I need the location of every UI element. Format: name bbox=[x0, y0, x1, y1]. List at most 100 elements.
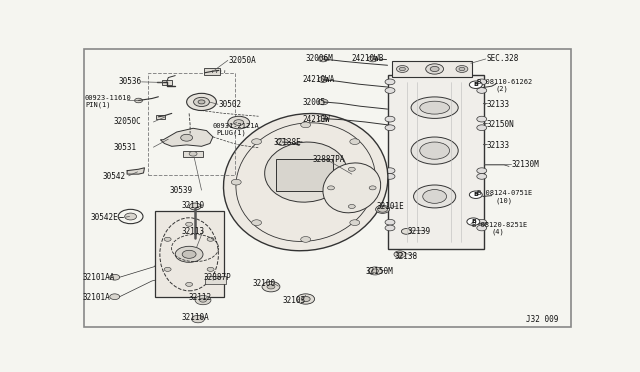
Text: 32130M: 32130M bbox=[511, 160, 540, 169]
Circle shape bbox=[164, 237, 171, 241]
Circle shape bbox=[477, 219, 487, 225]
Circle shape bbox=[191, 315, 205, 323]
Circle shape bbox=[385, 168, 395, 173]
Text: 32138E: 32138E bbox=[273, 138, 301, 147]
Text: 32101E: 32101E bbox=[376, 202, 404, 211]
Circle shape bbox=[110, 294, 120, 299]
Ellipse shape bbox=[376, 205, 390, 214]
Text: 32133: 32133 bbox=[486, 100, 510, 109]
Bar bbox=[388, 75, 484, 250]
Text: 32887PA: 32887PA bbox=[312, 155, 344, 164]
Circle shape bbox=[207, 267, 214, 271]
Bar bbox=[205, 276, 226, 284]
Circle shape bbox=[301, 237, 310, 242]
Text: 32100: 32100 bbox=[253, 279, 276, 288]
Circle shape bbox=[477, 125, 487, 131]
Circle shape bbox=[180, 134, 193, 141]
Circle shape bbox=[125, 213, 136, 220]
Circle shape bbox=[186, 282, 193, 286]
Circle shape bbox=[234, 120, 244, 125]
Text: 30536: 30536 bbox=[119, 77, 142, 86]
Text: 32138: 32138 bbox=[395, 251, 418, 260]
Circle shape bbox=[175, 246, 203, 262]
Circle shape bbox=[385, 79, 395, 85]
Text: B 08110-61262: B 08110-61262 bbox=[477, 79, 532, 85]
Circle shape bbox=[301, 122, 310, 128]
Polygon shape bbox=[161, 128, 213, 146]
Bar bbox=[276, 159, 333, 191]
Circle shape bbox=[394, 251, 406, 258]
Circle shape bbox=[189, 203, 201, 210]
Circle shape bbox=[385, 87, 395, 93]
Circle shape bbox=[186, 222, 193, 226]
Circle shape bbox=[187, 93, 216, 110]
Text: 30539: 30539 bbox=[169, 186, 193, 195]
Circle shape bbox=[477, 225, 487, 231]
Text: 32112: 32112 bbox=[188, 293, 211, 302]
Circle shape bbox=[385, 125, 395, 131]
Text: 32101A: 32101A bbox=[83, 293, 110, 302]
Ellipse shape bbox=[423, 190, 447, 203]
Ellipse shape bbox=[401, 228, 412, 234]
Ellipse shape bbox=[323, 163, 381, 213]
Bar bbox=[156, 211, 224, 297]
Text: B: B bbox=[474, 192, 478, 197]
Text: 24210W: 24210W bbox=[302, 115, 330, 124]
Circle shape bbox=[318, 56, 328, 62]
Text: 32150N: 32150N bbox=[486, 121, 515, 129]
Circle shape bbox=[459, 67, 465, 71]
Text: B 08120-8251E: B 08120-8251E bbox=[472, 221, 527, 228]
Ellipse shape bbox=[420, 101, 449, 114]
Circle shape bbox=[193, 97, 209, 106]
Circle shape bbox=[469, 81, 483, 89]
Text: 00931-2121A: 00931-2121A bbox=[213, 123, 260, 129]
Bar bbox=[162, 80, 172, 85]
Bar bbox=[183, 151, 203, 157]
Text: 32150M: 32150M bbox=[365, 267, 393, 276]
Text: 32887P: 32887P bbox=[203, 273, 231, 282]
Circle shape bbox=[198, 100, 205, 104]
Circle shape bbox=[467, 218, 480, 225]
Circle shape bbox=[372, 269, 379, 273]
Text: PLUG(1): PLUG(1) bbox=[216, 129, 246, 136]
Circle shape bbox=[110, 275, 120, 280]
Circle shape bbox=[426, 64, 444, 74]
Text: 32113: 32113 bbox=[182, 227, 205, 236]
Circle shape bbox=[396, 65, 408, 73]
Text: J32 009: J32 009 bbox=[527, 315, 559, 324]
Circle shape bbox=[370, 179, 380, 185]
Circle shape bbox=[328, 186, 335, 190]
Circle shape bbox=[164, 267, 171, 271]
Circle shape bbox=[252, 139, 262, 144]
Circle shape bbox=[262, 282, 280, 292]
Circle shape bbox=[207, 237, 214, 241]
Text: 30531: 30531 bbox=[114, 143, 137, 152]
Circle shape bbox=[369, 186, 376, 190]
Circle shape bbox=[385, 173, 395, 179]
Text: 00923-11610: 00923-11610 bbox=[85, 94, 132, 101]
Text: B 08124-0751E: B 08124-0751E bbox=[477, 190, 532, 196]
Ellipse shape bbox=[265, 142, 347, 202]
Text: PIN(1): PIN(1) bbox=[85, 102, 111, 108]
Circle shape bbox=[399, 67, 405, 71]
Text: 32050A: 32050A bbox=[229, 56, 257, 65]
Text: SEC.328: SEC.328 bbox=[486, 54, 519, 64]
Circle shape bbox=[318, 99, 328, 105]
Text: (2): (2) bbox=[495, 86, 508, 92]
Text: 32110: 32110 bbox=[182, 201, 205, 210]
Circle shape bbox=[477, 168, 487, 173]
Ellipse shape bbox=[411, 137, 458, 164]
Circle shape bbox=[195, 296, 211, 305]
Ellipse shape bbox=[411, 97, 458, 118]
Bar bbox=[148, 73, 236, 175]
Text: 30542: 30542 bbox=[102, 172, 125, 181]
Text: 32133: 32133 bbox=[486, 141, 510, 150]
Text: 32103: 32103 bbox=[282, 296, 305, 305]
Circle shape bbox=[267, 284, 275, 289]
Circle shape bbox=[301, 296, 310, 302]
Text: 30502: 30502 bbox=[219, 100, 242, 109]
Circle shape bbox=[397, 253, 403, 256]
Circle shape bbox=[350, 220, 360, 225]
Circle shape bbox=[297, 294, 315, 304]
Text: 24210WA: 24210WA bbox=[302, 75, 335, 84]
